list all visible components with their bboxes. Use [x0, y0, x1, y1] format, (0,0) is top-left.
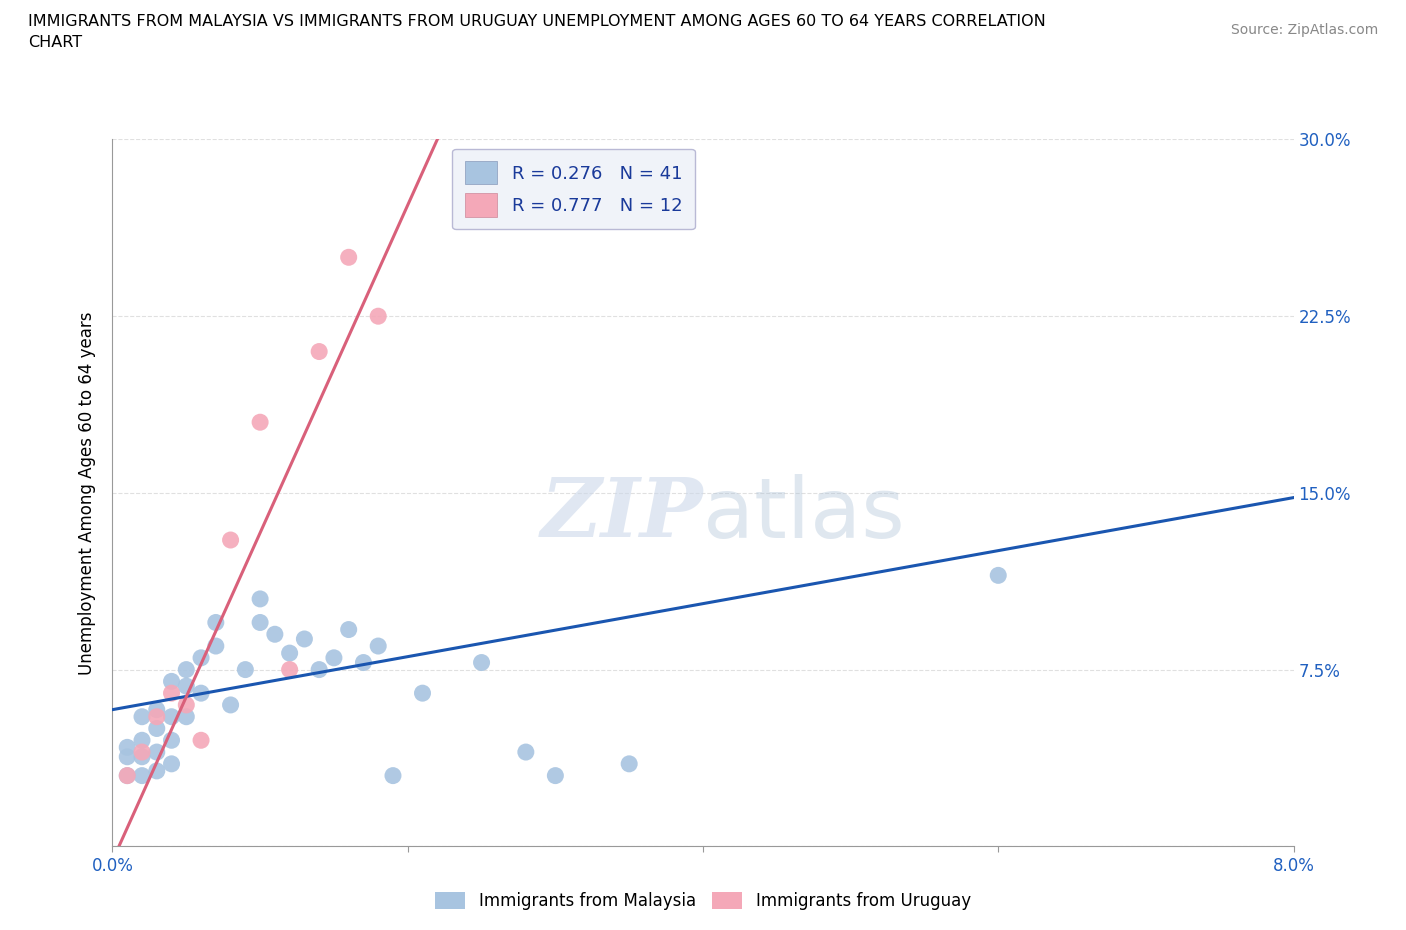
- Point: [131, 750, 153, 764]
- Point: [146, 702, 169, 717]
- Point: [219, 698, 242, 712]
- Y-axis label: Unemployment Among Ages 60 to 64 years: Unemployment Among Ages 60 to 64 years: [77, 312, 96, 674]
- Point: [233, 662, 256, 677]
- Point: [146, 745, 169, 760]
- Point: [131, 710, 153, 724]
- Point: [352, 655, 374, 670]
- Point: [308, 344, 330, 359]
- Point: [987, 568, 1010, 583]
- Point: [249, 415, 271, 430]
- Text: CHART: CHART: [28, 35, 82, 50]
- Point: [367, 639, 389, 654]
- Point: [308, 662, 330, 677]
- Text: ZIP: ZIP: [540, 474, 703, 554]
- Point: [190, 733, 212, 748]
- Point: [190, 685, 212, 700]
- Point: [117, 768, 138, 783]
- Point: [471, 655, 494, 670]
- Legend: Immigrants from Malaysia, Immigrants from Uruguay: Immigrants from Malaysia, Immigrants fro…: [429, 885, 977, 917]
- Point: [174, 710, 197, 724]
- Point: [160, 710, 183, 724]
- Point: [190, 650, 212, 665]
- Point: [367, 309, 389, 324]
- Point: [249, 591, 271, 606]
- Point: [619, 756, 641, 771]
- Text: IMMIGRANTS FROM MALAYSIA VS IMMIGRANTS FROM URUGUAY UNEMPLOYMENT AMONG AGES 60 T: IMMIGRANTS FROM MALAYSIA VS IMMIGRANTS F…: [28, 14, 1046, 29]
- Point: [146, 710, 169, 724]
- Point: [117, 768, 138, 783]
- Point: [278, 662, 301, 677]
- Point: [160, 674, 183, 689]
- Point: [146, 764, 169, 778]
- Point: [160, 685, 183, 700]
- Point: [131, 733, 153, 748]
- Point: [337, 250, 360, 265]
- Point: [117, 740, 138, 755]
- Point: [117, 750, 138, 764]
- Point: [264, 627, 287, 642]
- Point: [412, 685, 434, 700]
- Text: Source: ZipAtlas.com: Source: ZipAtlas.com: [1230, 23, 1378, 37]
- Point: [146, 721, 169, 736]
- Point: [160, 733, 183, 748]
- Point: [278, 645, 301, 660]
- Point: [249, 615, 271, 630]
- Point: [174, 698, 197, 712]
- Point: [174, 679, 197, 694]
- Point: [174, 662, 197, 677]
- Point: [205, 639, 228, 654]
- Point: [131, 768, 153, 783]
- Point: [292, 631, 315, 646]
- Point: [337, 622, 360, 637]
- Legend: R = 0.276   N = 41, R = 0.777   N = 12: R = 0.276 N = 41, R = 0.777 N = 12: [453, 149, 695, 229]
- Text: atlas: atlas: [703, 473, 904, 554]
- Point: [323, 650, 346, 665]
- Point: [131, 745, 153, 760]
- Point: [219, 533, 242, 548]
- Point: [382, 768, 405, 783]
- Point: [544, 768, 567, 783]
- Point: [205, 615, 228, 630]
- Point: [515, 745, 537, 760]
- Point: [160, 756, 183, 771]
